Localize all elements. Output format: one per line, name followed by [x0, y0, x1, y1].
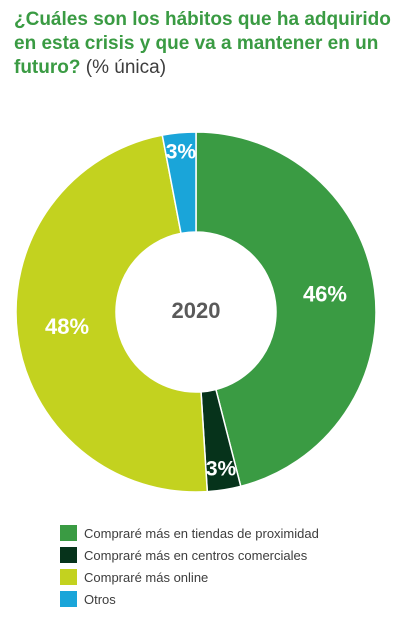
chart-legend: Compraré más en tiendas de proximidad Com…: [60, 522, 319, 610]
donut-slices: [15, 131, 377, 493]
legend-swatch-1: [60, 547, 77, 563]
legend-swatch-0: [60, 525, 77, 541]
donut-slice-0: [195, 131, 377, 488]
donut-slice-label-3: 3%: [166, 140, 197, 163]
donut-slice-label-2: 48%: [45, 314, 89, 339]
donut-slice-3: [161, 131, 197, 235]
legend-label-0: Compraré más en tiendas de proximidad: [84, 525, 319, 541]
title-subtitle: (% única): [85, 57, 167, 78]
donut-chart: 46% 3% 48% 3% 2020: [15, 131, 377, 493]
legend-swatch-3: [60, 591, 77, 607]
donut-slice-label-1: 3%: [206, 458, 237, 481]
legend-label-3: Otros: [84, 591, 116, 607]
legend-label-1: Compraré más en centros comerciales: [84, 547, 308, 563]
legend-swatch-2: [60, 569, 77, 585]
legend-label-2: Compraré más online: [84, 569, 209, 585]
legend-item-1: Compraré más en centros comerciales: [60, 544, 319, 566]
legend-item-0: Compraré más en tiendas de proximidad: [60, 522, 319, 544]
donut-slice-label-0: 46%: [303, 282, 347, 307]
chart-title: ¿Cuáles son los hábitos que ha adquirido…: [14, 8, 410, 80]
legend-item-3: Otros: [60, 588, 319, 610]
title-question: ¿Cuáles son los hábitos que ha adquirido…: [14, 9, 391, 78]
donut-center-label: 2020: [172, 298, 221, 323]
donut-slice-labels: 46% 3% 48% 3%: [45, 140, 347, 480]
legend-item-2: Compraré más online: [60, 566, 319, 588]
donut-slice-2: [15, 134, 209, 493]
